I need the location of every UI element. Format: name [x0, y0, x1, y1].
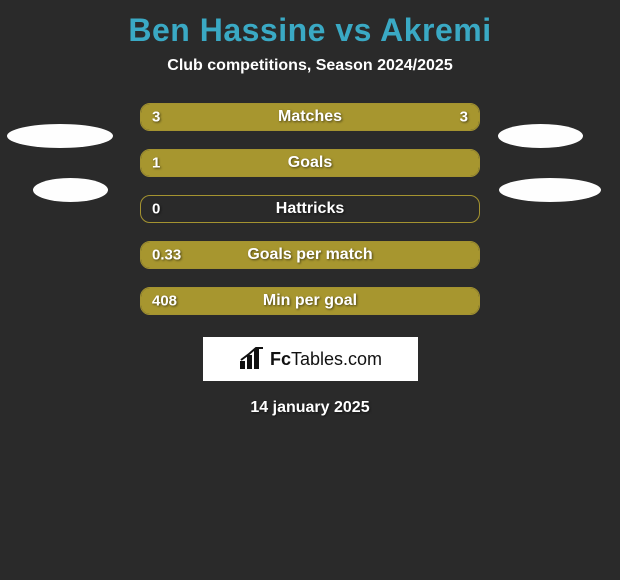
value-right: 3	[460, 109, 468, 126]
decorative-ellipse	[499, 178, 601, 202]
subtitle: Club competitions, Season 2024/2025	[167, 57, 452, 75]
stat-row: 0.33 Goals per match	[0, 241, 620, 269]
row-label: Matches	[278, 108, 342, 126]
row-label: Goals	[288, 154, 332, 172]
page-title: Ben Hassine vs Akremi	[128, 12, 491, 49]
row-label: Hattricks	[276, 200, 344, 218]
logo-text: FcTables.com	[270, 349, 382, 370]
bars-icon	[238, 347, 266, 371]
logo-box: FcTables.com	[203, 337, 418, 381]
decorative-ellipse	[33, 178, 108, 202]
decorative-ellipse	[7, 124, 113, 148]
row-label: Min per goal	[263, 292, 357, 310]
value-left: 1	[152, 155, 160, 172]
value-left: 3	[152, 109, 160, 126]
value-left: 0	[152, 201, 160, 218]
stat-row: 1 Goals	[0, 149, 620, 177]
logo-suffix: .com	[343, 349, 382, 369]
logo-rest: Tables	[291, 349, 343, 369]
stat-row: 408 Min per goal	[0, 287, 620, 315]
comparison-card: Ben Hassine vs Akremi Club competitions,…	[0, 0, 620, 417]
value-left: 0.33	[152, 247, 181, 264]
decorative-ellipse	[498, 124, 583, 148]
row-label: Goals per match	[247, 246, 372, 264]
date-label: 14 january 2025	[250, 399, 369, 417]
logo-bold: Fc	[270, 349, 291, 369]
value-left: 408	[152, 293, 177, 310]
fctables-logo: FcTables.com	[238, 347, 382, 371]
